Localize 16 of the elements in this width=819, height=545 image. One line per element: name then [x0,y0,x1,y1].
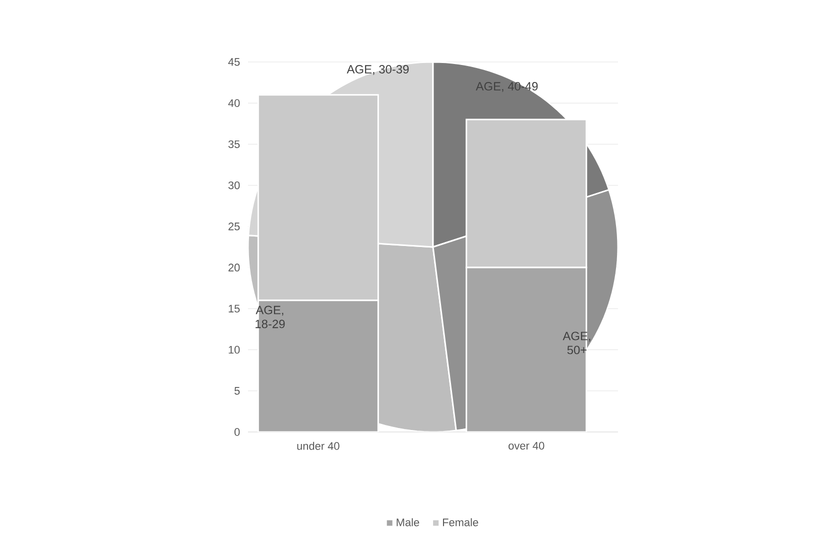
y-tick-label: 40 [228,99,240,107]
slice-label: AGE, 30-39 [346,65,409,75]
bar [257,300,379,432]
x-tick-label: under 40 [297,442,340,450]
y-tick-label: 0 [234,428,240,436]
legend-label: Female [443,518,478,526]
x-tick-label: over 40 [508,442,544,450]
legend-label: Male [396,518,420,526]
y-tick-label: 10 [228,346,240,354]
y-tick-label: 25 [228,222,240,230]
y-tick-label: 35 [228,140,240,148]
y-tick-label: 20 [228,264,240,272]
y-tick-label: 5 [234,387,240,395]
y-tick-label: 45 [228,58,240,66]
y-tick-label: 15 [228,304,240,312]
y-tick-label: 30 [228,181,240,190]
